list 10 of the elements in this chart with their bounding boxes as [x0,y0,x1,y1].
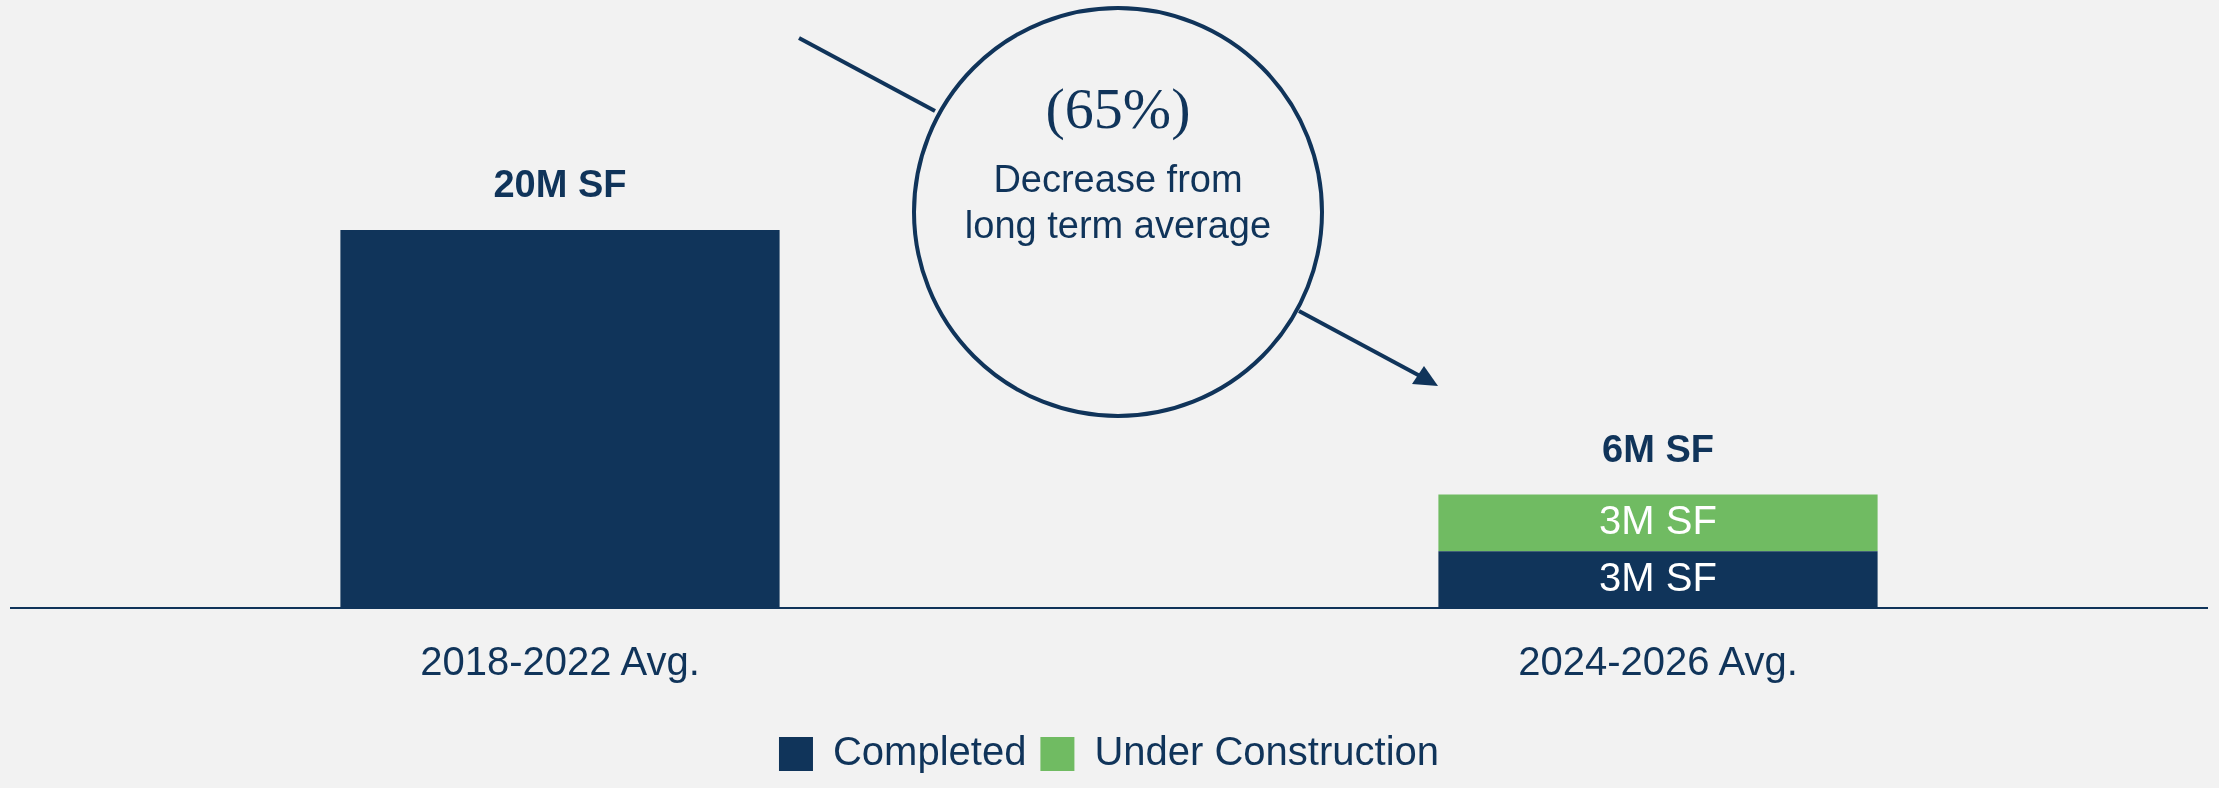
legend-label: Completed [832,729,1027,774]
x-tick-label: 2024-2026 Avg. [1518,639,1798,684]
legend-label: Under Construction [1094,729,1440,774]
data-label: 3M SF [1599,554,1717,599]
annotation: Decrease from long term average [963,157,1273,248]
data-label: 3M SF [1599,497,1717,542]
x-tick-label: 2018-2022 Avg. [420,639,700,684]
total-label: 20M SF [493,163,627,206]
text: (65%) [1044,75,1192,142]
total-label: 6M SF [1602,428,1714,471]
